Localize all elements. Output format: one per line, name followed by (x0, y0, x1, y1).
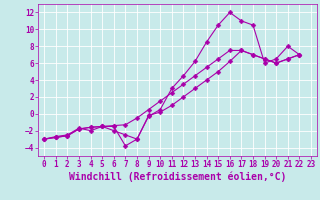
X-axis label: Windchill (Refroidissement éolien,°C): Windchill (Refroidissement éolien,°C) (69, 172, 286, 182)
